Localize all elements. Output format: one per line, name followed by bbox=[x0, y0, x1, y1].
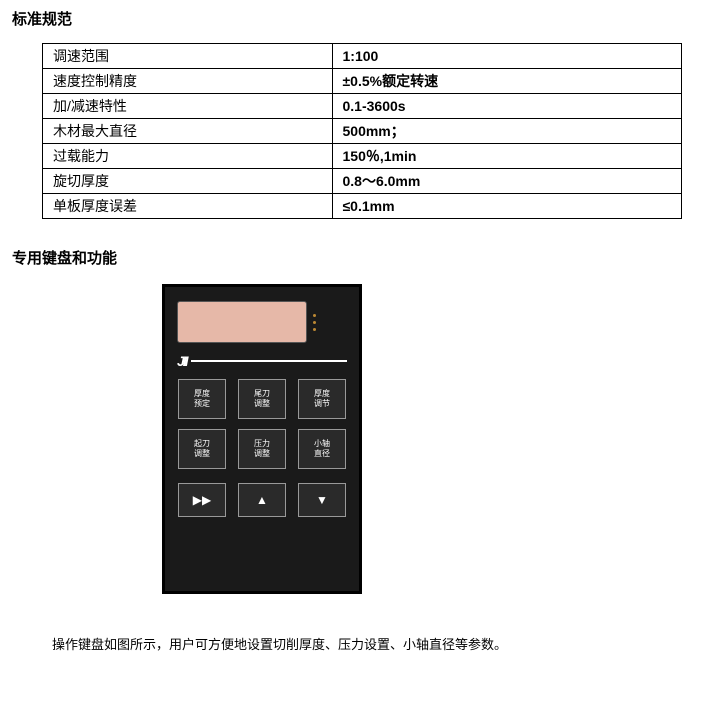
spec-label: 木材最大直径 bbox=[43, 119, 333, 144]
keypad-logo: JII bbox=[177, 353, 187, 369]
spec-label: 旋切厚度 bbox=[43, 169, 333, 194]
down-icon: ▼ bbox=[316, 493, 328, 507]
keypad-btn-down[interactable]: ▼ bbox=[298, 483, 346, 517]
keypad-btn-up[interactable]: ▲ bbox=[238, 483, 286, 517]
keypad-caption: 操作键盘如图所示，用户可方便地设置切削厚度、压力设置、小轴直径等参数。 bbox=[52, 634, 716, 653]
up-icon: ▲ bbox=[256, 493, 268, 507]
btn-line1: 起刀 bbox=[194, 439, 210, 449]
spec-value: ≤0.1mm bbox=[332, 194, 682, 219]
keypad-btn-thickness-preset[interactable]: 厚度预定 bbox=[178, 379, 226, 419]
spec-value: ±0.5%额定转速 bbox=[332, 69, 682, 94]
keypad-btn-pressure-adjust[interactable]: 压力调整 bbox=[238, 429, 286, 469]
spec-label: 单板厚度误差 bbox=[43, 194, 333, 219]
keypad-led bbox=[313, 314, 319, 317]
table-row: 调速范围 1:100 bbox=[43, 44, 682, 69]
keypad-led bbox=[313, 328, 319, 331]
keypad-btn-forward[interactable]: ▶▶ bbox=[178, 483, 226, 517]
keypad-btn-thickness-adjust[interactable]: 厚度调节 bbox=[298, 379, 346, 419]
btn-line1: 厚度 bbox=[194, 389, 210, 399]
keypad-device: JII 厚度预定 尾刀调整 厚度调节 起刀调整 压力调整 小轴直径 ▶▶ ▲ ▼ bbox=[162, 284, 362, 594]
btn-line1: 尾刀 bbox=[254, 389, 270, 399]
spec-label: 过载能力 bbox=[43, 144, 333, 169]
table-row: 木材最大直径 500mm； bbox=[43, 119, 682, 144]
btn-line1: 压力 bbox=[254, 439, 270, 449]
table-row: 单板厚度误差 ≤0.1mm bbox=[43, 194, 682, 219]
table-row: 速度控制精度 ±0.5%额定转速 bbox=[43, 69, 682, 94]
keypad-led-group bbox=[313, 314, 319, 331]
keypad-btn-tail-adjust[interactable]: 尾刀调整 bbox=[238, 379, 286, 419]
btn-line2: 调整 bbox=[254, 449, 270, 459]
spec-label: 速度控制精度 bbox=[43, 69, 333, 94]
table-row: 加/减速特性 0.1-3600s bbox=[43, 94, 682, 119]
keypad-divider-line bbox=[191, 360, 347, 362]
btn-line2: 调节 bbox=[314, 399, 330, 409]
keypad-section-title: 专用键盘和功能 bbox=[12, 247, 716, 268]
keypad-led bbox=[313, 321, 319, 324]
spec-value: 1:100 bbox=[332, 44, 682, 69]
btn-line2: 调整 bbox=[194, 449, 210, 459]
keypad-screen bbox=[177, 301, 307, 343]
spec-value: 150％,1min bbox=[332, 144, 682, 169]
spec-section-title: 标准规范 bbox=[12, 8, 716, 29]
forward-icon: ▶▶ bbox=[193, 493, 211, 507]
btn-line1: 小轴 bbox=[314, 439, 330, 449]
table-row: 旋切厚度 0.8～6.0mm bbox=[43, 169, 682, 194]
keypad-btn-shaft-diameter[interactable]: 小轴直径 bbox=[298, 429, 346, 469]
btn-line1: 厚度 bbox=[314, 389, 330, 399]
spec-value: 0.1-3600s bbox=[332, 94, 682, 119]
keypad-btn-start-adjust[interactable]: 起刀调整 bbox=[178, 429, 226, 469]
spec-value: 500mm； bbox=[332, 119, 682, 144]
btn-line2: 直径 bbox=[314, 449, 330, 459]
table-row: 过载能力 150％,1min bbox=[43, 144, 682, 169]
btn-line2: 预定 bbox=[194, 399, 210, 409]
spec-label: 调速范围 bbox=[43, 44, 333, 69]
btn-line2: 调整 bbox=[254, 399, 270, 409]
spec-table: 调速范围 1:100 速度控制精度 ±0.5%额定转速 加/减速特性 0.1-3… bbox=[42, 43, 682, 219]
spec-label: 加/减速特性 bbox=[43, 94, 333, 119]
spec-value: 0.8～6.0mm bbox=[332, 169, 682, 194]
